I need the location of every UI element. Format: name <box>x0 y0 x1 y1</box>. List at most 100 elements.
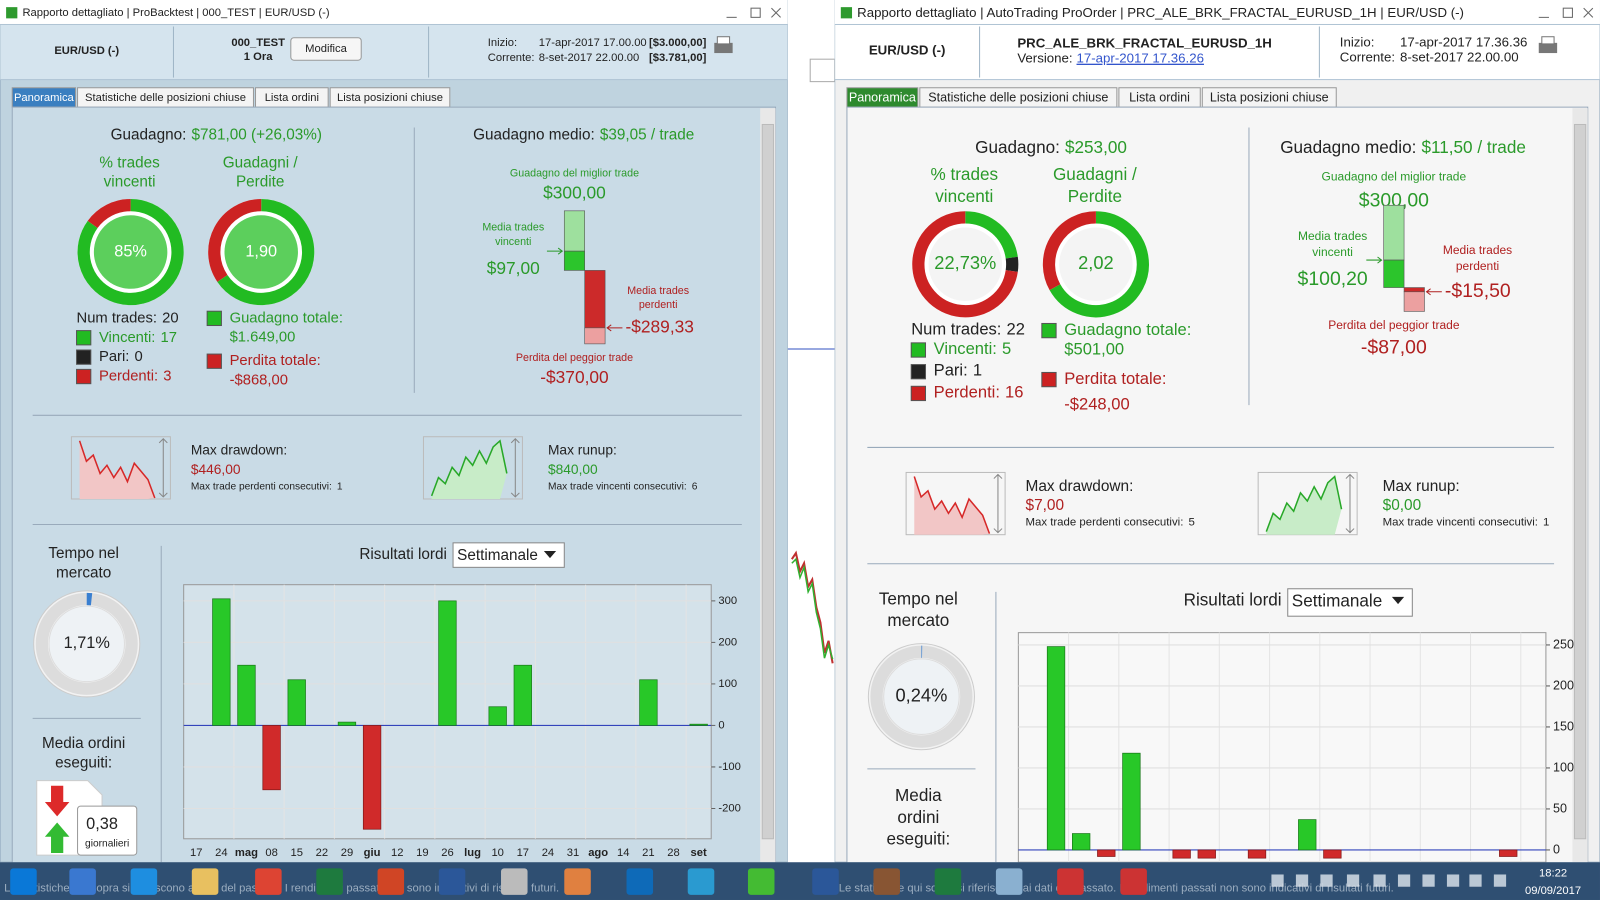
header-bar <box>834 23 1600 81</box>
donut-value: 1,90 <box>245 242 277 260</box>
worst-trade-label: Perdita del peggior trade <box>516 352 633 364</box>
win-title: % trades <box>99 154 160 171</box>
legend-swatch <box>76 368 92 385</box>
taskbar-app[interactable] <box>564 868 591 895</box>
average-loss-label: perdenti <box>639 299 678 311</box>
print-button[interactable] <box>1538 42 1558 54</box>
x-tick-label: 22 <box>316 847 328 859</box>
orders-down-arrow <box>44 785 70 817</box>
start-capital: [$3.000,00] <box>649 37 707 49</box>
max-drawdown-label: Max drawdown: <box>191 443 287 458</box>
bar <box>1172 849 1191 859</box>
close-button[interactable] <box>1583 7 1594 18</box>
tray-icon[interactable] <box>1469 874 1482 887</box>
x-tick-label: 17 <box>517 847 529 859</box>
taskbar-app[interactable] <box>10 868 37 895</box>
taskbar-app[interactable] <box>747 868 775 895</box>
ratio-title: Perdite <box>1068 186 1122 206</box>
tray-icon[interactable] <box>1320 874 1333 887</box>
maximize-button[interactable] <box>1562 7 1573 18</box>
average-gain-part: $39,05 / trade <box>600 127 694 144</box>
average-loss-label: Media trades <box>1443 243 1512 257</box>
taskbar-app[interactable] <box>1057 868 1084 895</box>
donut-segment <box>1049 211 1149 318</box>
taskbar-app[interactable] <box>316 868 343 895</box>
sparkline-area <box>431 440 507 499</box>
taskbar-app[interactable] <box>130 868 158 895</box>
y-tick-label: 200 <box>718 636 737 648</box>
title-bar <box>834 0 1600 25</box>
drawdown-streak-part: 5 <box>1188 516 1194 528</box>
average-win-bar <box>1383 259 1405 288</box>
start-label: Inizio: <box>1340 34 1375 49</box>
market-time-value: 0,24% <box>896 685 948 706</box>
taskbar-app[interactable] <box>873 868 900 895</box>
close-button[interactable] <box>771 7 781 18</box>
x-tick-label: 24 <box>542 847 554 859</box>
taskbar-app[interactable] <box>501 868 528 895</box>
donut-segment <box>1042 211 1097 291</box>
tray-icon[interactable] <box>1493 874 1507 887</box>
tray-icon[interactable] <box>1446 874 1460 887</box>
total-gain-label: Guadagno totale: <box>230 310 343 326</box>
timeframe: 1 Ora <box>244 51 273 63</box>
taskbar-app[interactable] <box>626 868 654 895</box>
taskbar-app[interactable] <box>687 868 715 895</box>
current-capital: [$3.781,00] <box>649 52 707 64</box>
taskbar-app[interactable] <box>377 868 405 895</box>
num-trades-part: Num trades: <box>911 320 1001 339</box>
plot-area <box>1017 632 1547 863</box>
best-trade-bar <box>563 210 585 252</box>
x-tick-label: 08 <box>265 847 277 859</box>
range-bracket <box>510 438 520 498</box>
x-tick-label: 15 <box>290 847 302 859</box>
x-tick-label: 21 <box>642 847 654 859</box>
maximize-button[interactable] <box>750 7 761 18</box>
donut-center <box>224 215 298 289</box>
bar <box>1046 646 1066 851</box>
losses-count-part: 16 <box>1005 383 1023 402</box>
modify-button[interactable] <box>290 37 362 61</box>
taskbar-app[interactable] <box>1120 868 1147 895</box>
taskbar-app[interactable] <box>812 868 839 895</box>
tray-icon[interactable] <box>1373 874 1386 887</box>
ties-count: Pari: 0 <box>99 349 143 365</box>
scrollbar-thumb[interactable] <box>761 123 774 840</box>
orders-unit: giornalieri <box>85 839 129 850</box>
average-gain: Guadagno medio: $39,05 / trade <box>473 127 694 144</box>
taskbar-app[interactable] <box>995 868 1023 895</box>
results-label: Risultati lordi <box>1184 590 1282 610</box>
tray-icon[interactable] <box>1346 874 1360 887</box>
sparkline-line <box>913 476 991 534</box>
y-tick-label: 300 <box>718 595 737 607</box>
tab-label: Lista posizioni chiuse <box>1210 90 1329 104</box>
period-dropdown[interactable] <box>452 542 565 568</box>
donut-segment <box>87 198 131 229</box>
x-tick-label: ago <box>588 847 608 859</box>
taskbar-app[interactable] <box>69 868 96 895</box>
sparkline-line <box>430 439 508 497</box>
tray-icon[interactable] <box>1397 874 1411 887</box>
bar <box>212 598 231 726</box>
instrument: EUR/USD (-) <box>54 45 119 57</box>
tray-icon[interactable] <box>1295 874 1309 887</box>
runup-streak-part: Max trade vincenti consecutivi: <box>1383 516 1538 528</box>
y-tick-label: 250 <box>1553 637 1574 651</box>
header-bar <box>0 23 788 81</box>
print-button[interactable] <box>714 42 733 54</box>
ties-count-part: 1 <box>973 361 982 380</box>
scrollbar-thumb[interactable] <box>1573 123 1587 840</box>
taskbar: Le statistiche qui sopra si riferiscono … <box>0 862 1600 900</box>
version-link[interactable]: 17-apr-2017 17.36.26 <box>1077 51 1204 66</box>
worst-trade-label: Perdita del peggior trade <box>1328 318 1460 332</box>
taskbar-app[interactable] <box>934 868 962 895</box>
period-dropdown[interactable] <box>1287 588 1413 617</box>
tray-icon[interactable] <box>1271 874 1284 887</box>
num-trades: Num trades: 22 <box>911 320 1025 339</box>
bar <box>438 600 457 726</box>
taskbar-app[interactable] <box>255 868 282 895</box>
average-loss-arrow <box>1425 288 1442 296</box>
taskbar-app[interactable] <box>438 868 466 895</box>
tray-icon[interactable] <box>1422 874 1435 887</box>
taskbar-app[interactable] <box>191 868 219 895</box>
